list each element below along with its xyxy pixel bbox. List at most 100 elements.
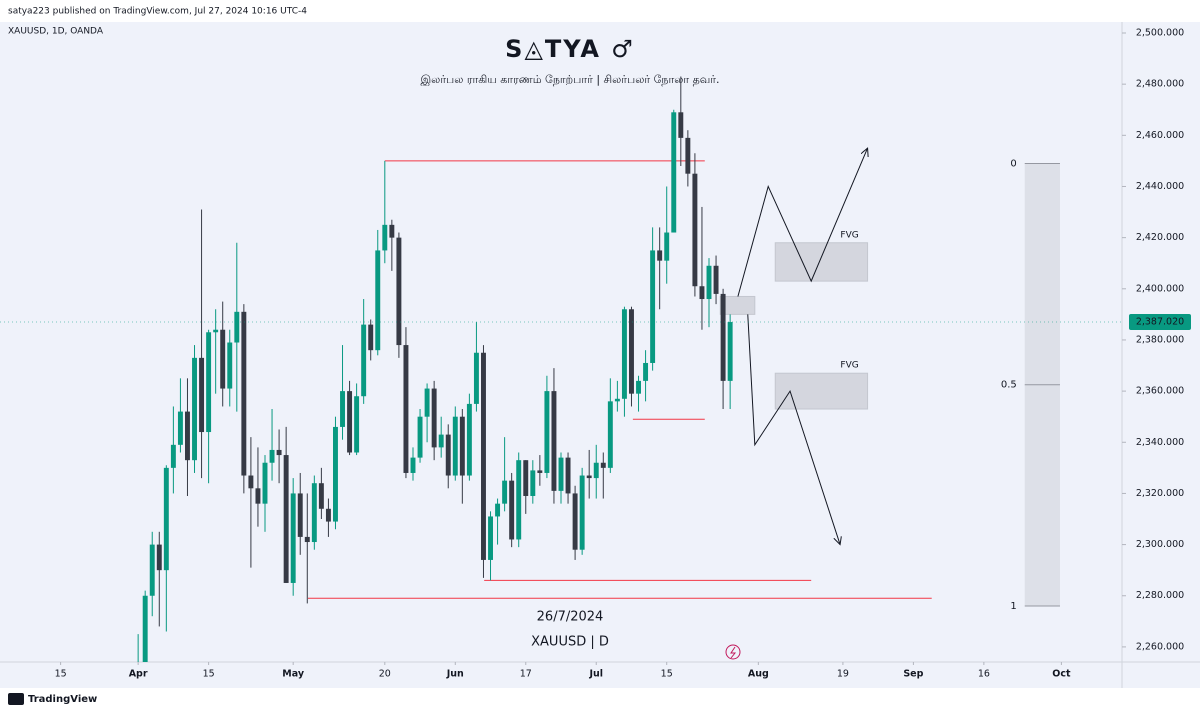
x-tick-label: 19 (837, 669, 849, 680)
candle-body (664, 232, 670, 261)
candle-body (177, 411, 183, 445)
projection-path (737, 148, 868, 297)
candle-body (509, 480, 515, 540)
candle-body (607, 401, 613, 468)
y-tick-label: 2,280.000 (1136, 590, 1184, 601)
y-tick-label: 2,260.000 (1136, 641, 1184, 652)
candle-body (671, 112, 677, 233)
candle-body (389, 224, 395, 238)
x-tick-label: 20 (379, 669, 391, 680)
fvg-zone (719, 295, 756, 315)
candle-body (593, 462, 599, 479)
footer-brand[interactable]: TradingView (28, 694, 97, 705)
candle-body (192, 357, 197, 461)
candle-body (220, 329, 226, 389)
x-tick-label: 15 (661, 669, 673, 680)
candle-body (523, 460, 529, 496)
fvg-zone (774, 372, 869, 410)
x-tick-label: Jul (588, 669, 603, 680)
x-tick-label: 15 (55, 669, 67, 680)
axes: 2,260.000 2,280.000 2,300.000 2,320.000 2,34… (55, 27, 1191, 680)
watermark-title: S◬TYA ♂ (505, 35, 635, 63)
candle-body (255, 488, 261, 504)
symbol-note: XAUUSD | D (531, 635, 609, 650)
x-tick-label: Jun (446, 669, 464, 680)
candle-body (163, 467, 169, 571)
candle-body (466, 403, 472, 476)
y-tick-label: 2,340.000 (1136, 437, 1184, 448)
candle-body (502, 480, 508, 504)
x-tick-label: 17 (520, 669, 532, 680)
candle-body (368, 324, 374, 351)
x-tick-label: Sep (903, 669, 923, 680)
candle-body (452, 416, 458, 476)
candle-body (481, 352, 486, 560)
y-tick-label: 2,300.000 (1136, 539, 1184, 550)
x-tick-label: Oct (1052, 669, 1071, 680)
candle-body (473, 352, 479, 404)
candle-body (347, 391, 353, 453)
watermark-subtitle: இலர்பல ராகிய காரணம் நோற்பார் | சிலர்பலர்… (420, 73, 719, 86)
candle-body (325, 508, 331, 522)
x-tick-label: 16 (978, 669, 990, 680)
candle-body (579, 475, 585, 550)
candle-body (185, 411, 190, 461)
candle-body (488, 516, 493, 560)
candle-body (410, 457, 416, 473)
candle-body (297, 493, 303, 537)
candle-body (276, 449, 282, 456)
y-tick-label: 2,360.000 (1136, 386, 1184, 397)
candle-body (692, 173, 698, 287)
candle-body (565, 457, 571, 494)
candle-body (340, 391, 345, 427)
candle-body (199, 357, 205, 433)
candle-body (636, 380, 641, 394)
y-tick-label: 2,400.000 (1136, 283, 1184, 294)
candle-body (382, 224, 388, 251)
candle-body (459, 416, 465, 476)
header-text: satya223 published on TradingView.com, J… (8, 7, 307, 17)
tv-logo (8, 693, 24, 705)
candle-body (643, 362, 649, 381)
y-tick-label: 2,500.000 (1136, 27, 1184, 38)
last-price-label: 2,387.020 (1136, 316, 1184, 327)
y-tick-label: 2,440.000 (1136, 181, 1184, 192)
y-tick-label: 2,420.000 (1136, 232, 1184, 243)
candle-body (304, 536, 310, 543)
candle-body (375, 250, 381, 351)
candle-body (290, 493, 296, 583)
x-tick-label: Aug (748, 669, 769, 680)
candle-body (424, 388, 430, 417)
event-icon[interactable] (725, 644, 741, 660)
candle-body (727, 322, 733, 381)
candle-body (713, 265, 719, 294)
candle-body (650, 250, 656, 363)
candle-body (678, 112, 684, 138)
candle-body (699, 286, 705, 300)
event-icon-bolt (730, 646, 737, 659)
candle-body (234, 311, 240, 343)
x-tick-label: Apr (129, 669, 148, 680)
footer-bar (0, 688, 1200, 711)
candle-body (614, 398, 620, 402)
candle-body (706, 265, 712, 300)
candle-body (403, 345, 409, 473)
candle-body (621, 309, 627, 399)
candle-body (170, 444, 176, 468)
candle-body (537, 470, 543, 473)
candle-body (685, 137, 691, 174)
candle-body (227, 342, 233, 389)
fib-label: 0.5 (1001, 380, 1017, 391)
candle-body (241, 311, 247, 476)
fvg-zone (774, 242, 869, 282)
y-tick-label: 2,480.000 (1136, 79, 1184, 90)
candle-body (248, 475, 254, 489)
candle-body (417, 416, 423, 458)
projection-path (747, 314, 840, 544)
y-tick-label: 2,460.000 (1136, 130, 1184, 141)
y-tick-label: 2,320.000 (1136, 488, 1184, 499)
candle-body (720, 293, 726, 381)
fib-label: 0 (1010, 158, 1016, 169)
plot-area: 0 0.5 1 FVG FVG (0, 76, 1122, 662)
